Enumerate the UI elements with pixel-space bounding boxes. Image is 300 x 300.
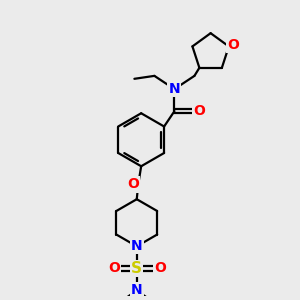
Text: N: N bbox=[131, 284, 142, 298]
Text: O: O bbox=[194, 104, 206, 118]
Text: N: N bbox=[169, 82, 180, 96]
Text: O: O bbox=[154, 261, 166, 275]
Text: O: O bbox=[127, 178, 139, 191]
Text: S: S bbox=[131, 261, 142, 276]
Text: O: O bbox=[228, 38, 239, 52]
Text: O: O bbox=[108, 261, 120, 275]
Text: N: N bbox=[131, 239, 142, 253]
